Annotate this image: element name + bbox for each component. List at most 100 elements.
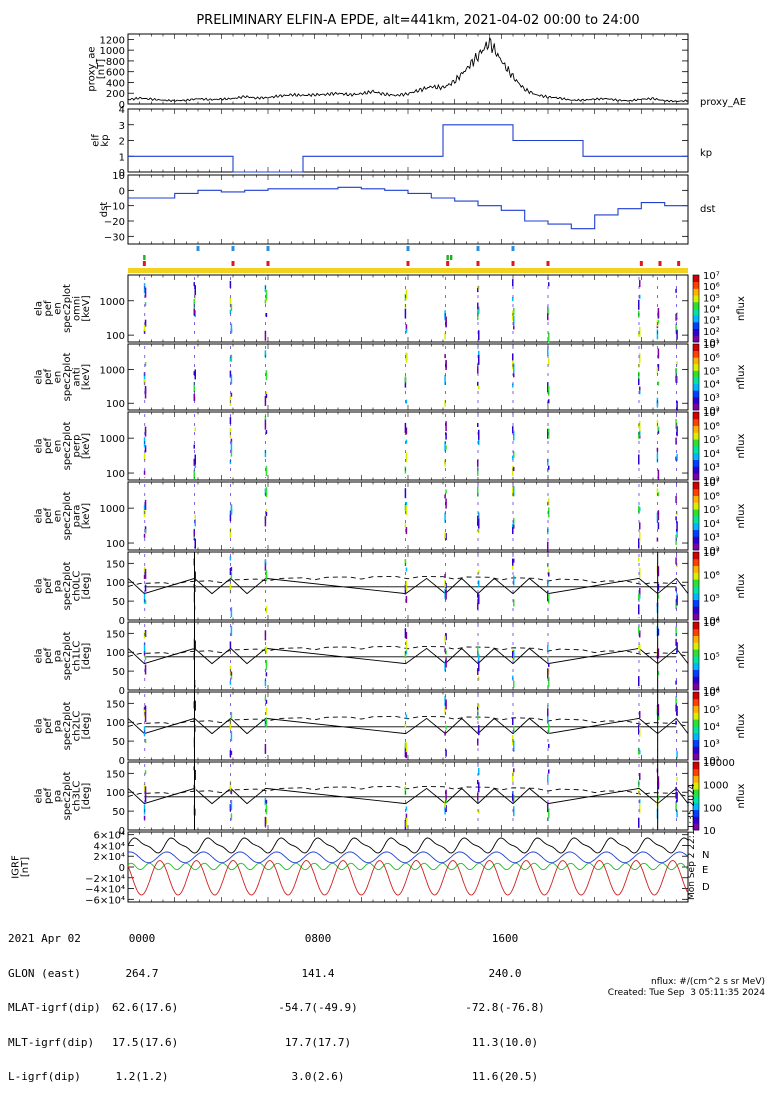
heatmap-mark (513, 325, 515, 330)
heatmap-mark (264, 350, 267, 358)
colorbar-energy-0-label: 10¹ (703, 338, 720, 349)
heatmap-mark (230, 607, 233, 618)
heatmap-mark (143, 574, 146, 579)
heatmap-mark (513, 558, 515, 563)
heatmap-mark (548, 385, 550, 396)
colorbar-pitch-0-swatch (693, 592, 699, 600)
heatmap-mark (229, 357, 232, 362)
colorbar-energy-3-label: 10³ (703, 532, 720, 543)
heatmap-mark (143, 453, 146, 461)
colorbar-energy-2-swatch (693, 418, 699, 426)
heatmap-mark (143, 533, 146, 538)
heatmap-mark (513, 650, 515, 661)
colorbar-energy-2-label: 10⁷ (703, 408, 720, 419)
heatmap-mark (548, 593, 550, 604)
heatmap-mark (512, 455, 514, 460)
heatmap-mark (194, 769, 196, 780)
figure-title: PRELIMINARY ELFIN-A EPDE, alt=441km, 202… (196, 13, 639, 28)
colorbar-pitch-1-swatch (693, 635, 699, 643)
colorbar-pitch-2-swatch (693, 732, 699, 740)
colorbar-energy-0-swatch (693, 275, 699, 283)
heatmap-mark (230, 441, 233, 452)
kp-legend: kp (700, 148, 712, 159)
marker-green (446, 255, 449, 260)
colorbar-pitch-3-swatch (693, 809, 699, 817)
heatmap-mark (657, 308, 660, 319)
heatmap-mark (144, 529, 147, 534)
heatmap-mark (265, 659, 268, 670)
heatmap-mark (405, 399, 408, 404)
heatmap-mark (676, 792, 678, 803)
pitch-ylabel-line: spec2plot (62, 772, 73, 821)
heatmap-mark (657, 583, 660, 591)
heatmap-mark (675, 375, 677, 383)
pitch-ytick-label: 100 (106, 578, 125, 589)
igrf-e-line (127, 862, 689, 871)
heatmap-mark (230, 392, 233, 397)
pitch-ylabel-line: pa (52, 580, 63, 592)
pitch-ylabel-line: spec2plot (62, 562, 73, 611)
dst-legend: dst (700, 204, 716, 215)
heatmap-mark (265, 393, 268, 398)
colorbar-energy-2-swatch (693, 473, 699, 481)
heatmap-mark (638, 676, 640, 687)
heatmap-mark (639, 421, 641, 432)
heatmap-mark (638, 538, 640, 549)
heatmap-mark (193, 282, 195, 287)
heatmap-mark (639, 531, 641, 542)
igrf-ylabel-line: IGRF (10, 855, 21, 879)
heatmap-mark (639, 630, 641, 638)
heatmap-mark (144, 770, 147, 775)
energy-ylabel-line: pef (43, 508, 54, 525)
footer-glon-0: 264.7 (125, 966, 159, 980)
heatmap-mark (639, 507, 641, 512)
heatmap-mark (676, 400, 678, 411)
heatmap-mark (143, 783, 146, 791)
marker-green (449, 255, 453, 260)
panel-dst-frame (127, 174, 689, 245)
heatmap-mark (477, 288, 479, 293)
colorbar-pitch-3-swatch (693, 775, 699, 783)
heatmap-mark (404, 422, 407, 433)
igrf-total-line (127, 837, 689, 854)
heatmap-mark (478, 330, 480, 341)
kp-ytick-label: 2 (119, 137, 125, 148)
colorbar-pitch-1-frame (692, 621, 700, 691)
energy-ylabel-line: en (52, 440, 63, 453)
heatmap-mark (144, 630, 147, 638)
proxy-ae-series-line (127, 36, 689, 103)
heatmap-mark (144, 445, 147, 453)
heatmap-mark (548, 358, 550, 366)
pitch-ytick-label: 100 (106, 718, 125, 729)
anti-loss-cone-line (127, 576, 689, 587)
heatmap-mark (229, 309, 232, 314)
colorbar-pitch-3-swatch (693, 802, 699, 810)
heatmap-mark (639, 772, 641, 780)
heatmap-mark (144, 287, 147, 298)
heatmap-mark (548, 769, 550, 774)
colorbar-energy-1-label: 10⁷ (703, 340, 720, 351)
panel-kp-frame (127, 108, 689, 173)
colorbar-pitch-1: 10⁶ 10⁵ 10⁴ nflux (692, 618, 747, 697)
heatmap-mark (445, 799, 447, 804)
heatmap-mark (478, 782, 480, 793)
loss-cone-line (127, 717, 689, 735)
footer-col-1: 0800 141.4 -54.7(-49.9) 17.7(17.7) 3.0(2… (268, 910, 368, 1094)
heatmap-mark (639, 390, 641, 395)
pitch-ytick-label: 150 (106, 559, 125, 570)
heatmap-mark (477, 602, 479, 610)
marker-red (639, 261, 643, 266)
colorbar-energy-1-swatch (693, 363, 699, 371)
panel-energy-frame (127, 411, 689, 481)
heatmap-mark (512, 426, 514, 434)
heatmap-mark (194, 396, 196, 401)
heatmap-mark (229, 514, 232, 522)
heatmap-mark (444, 661, 446, 672)
colorbar-pitch-0-label: 10⁴ (703, 616, 720, 627)
heatmap-mark (405, 352, 408, 363)
heatmap-mark (143, 567, 146, 575)
igrf-ytick-label: 2×10⁴ (94, 852, 125, 863)
loss-cone-line (127, 787, 689, 805)
